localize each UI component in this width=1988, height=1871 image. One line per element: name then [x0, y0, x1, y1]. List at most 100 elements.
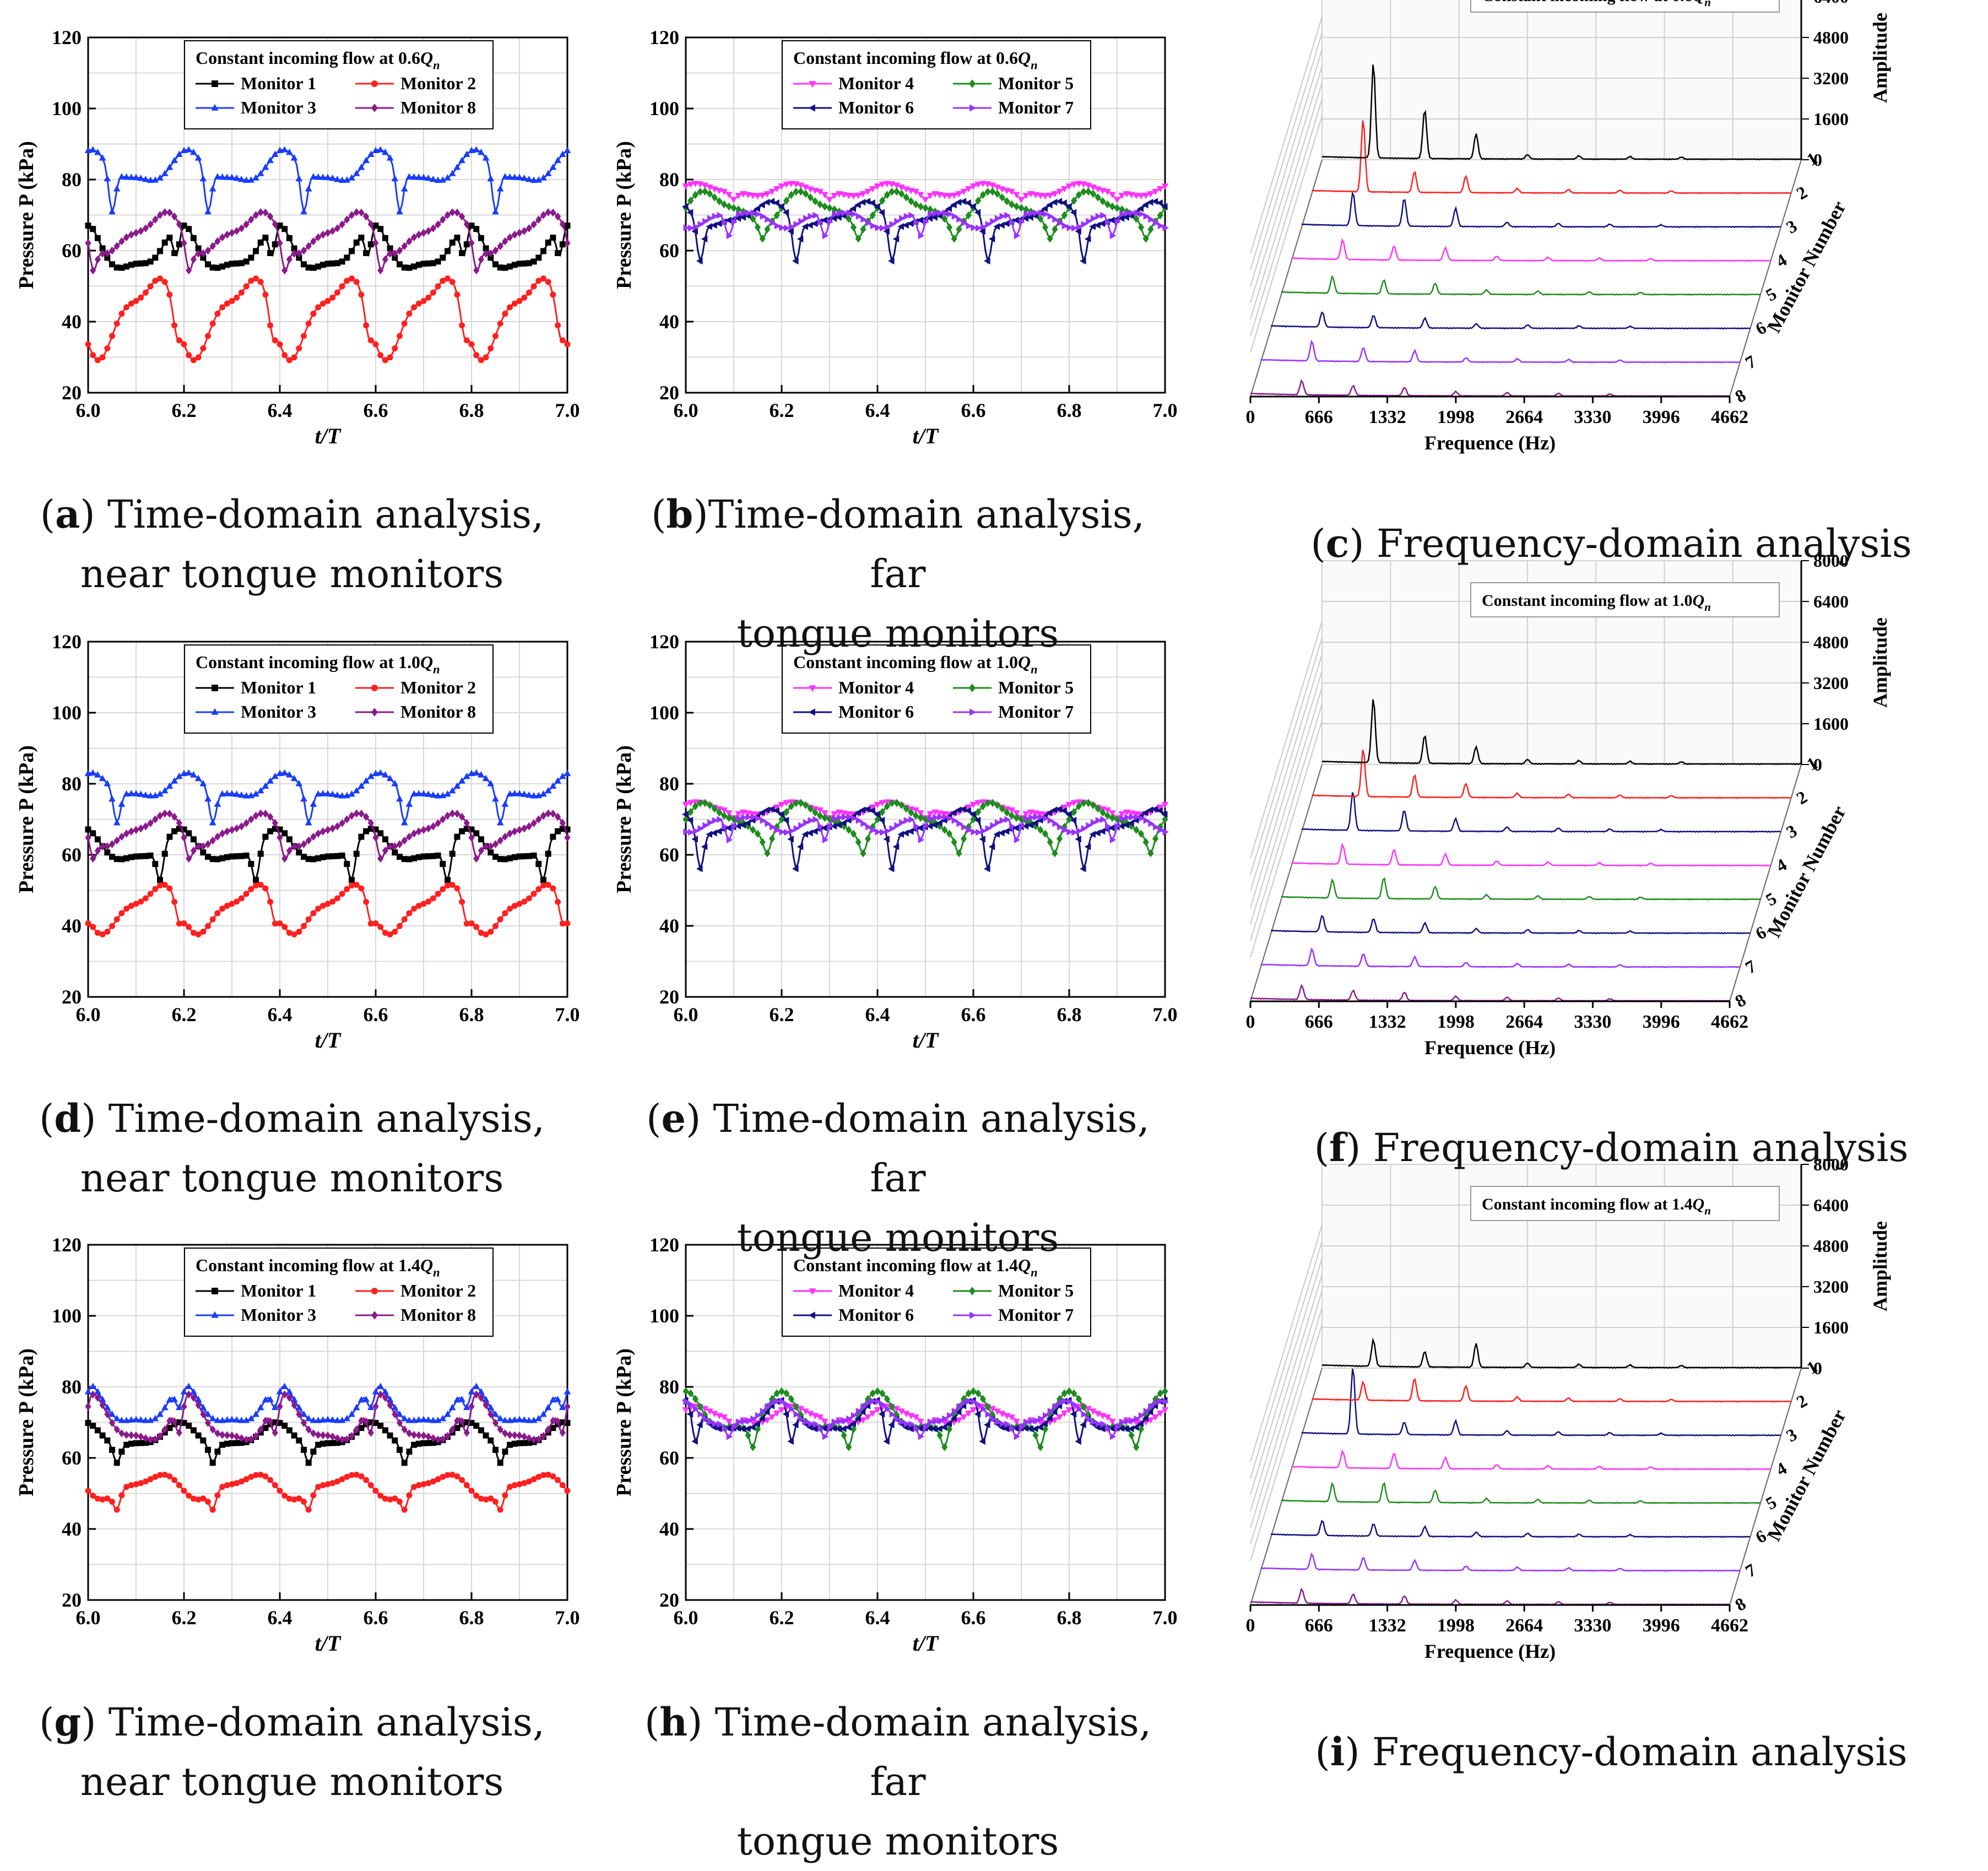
spectrum-line — [1301, 792, 1781, 833]
legend-marker — [211, 708, 219, 715]
x-tick-label: 1998 — [1437, 1012, 1475, 1032]
legend-marker — [212, 1288, 218, 1294]
y-tick-label: 80 — [659, 1376, 679, 1398]
y-tick-label: 80 — [62, 773, 82, 795]
legend-marker — [808, 1311, 815, 1319]
side-grid-line — [1250, 99, 1323, 337]
series-markers — [84, 146, 571, 215]
legend-box — [782, 40, 1091, 129]
legend-label: Monitor 7 — [998, 702, 1074, 722]
side-grid-line — [1250, 1307, 1323, 1545]
legend-box — [184, 1248, 494, 1337]
z-tick-label: 1600 — [1813, 1317, 1849, 1337]
spectrum-line — [1321, 1337, 1802, 1369]
z-tick-label: 0 — [1813, 1358, 1822, 1378]
spectrum-line — [1291, 843, 1771, 867]
legend-marker — [212, 685, 218, 691]
legend-marker — [969, 1311, 977, 1319]
depth-axis-label: Monitor Number — [1763, 1406, 1850, 1544]
legend-label: Monitor 7 — [998, 1305, 1074, 1325]
x-tick-label: 0 — [1246, 407, 1255, 427]
legend-marker — [809, 1288, 816, 1295]
monitor-number-label: 8 — [1732, 990, 1749, 1011]
chart-title: Constant incoming flow at 1.0Qn — [1482, 592, 1711, 614]
series-markers — [85, 809, 571, 863]
x-tick-label: 1998 — [1437, 1615, 1475, 1636]
z-tick-label: 8000 — [1813, 551, 1849, 571]
legend-label: Monitor 2 — [400, 1281, 476, 1300]
y-tick-label: 20 — [62, 986, 82, 1008]
spectrum-line — [1321, 64, 1802, 161]
side-grid-line — [1250, 1241, 1323, 1479]
x-tick-label: 3996 — [1643, 407, 1680, 427]
x-tick-label: 6.2 — [172, 399, 197, 421]
x-tick-label: 0 — [1246, 1615, 1255, 1636]
x-tick-label: 6.4 — [268, 1607, 292, 1629]
y-tick-label: 100 — [649, 1305, 679, 1327]
line-chart-g: 6.0 6.2 6.4 6.6 6.8 7.0 20 40 60 80 100 120 t/T Press… — [15, 1234, 580, 1656]
spectrum-line — [1312, 120, 1791, 194]
depth-axis — [1729, 764, 1802, 1002]
side-grid-line — [1250, 1290, 1323, 1528]
legend-marker — [371, 1311, 378, 1320]
y-tick-label: 60 — [62, 1447, 82, 1469]
x-tick-label: 6.8 — [459, 1607, 484, 1629]
legend-marker — [809, 685, 816, 692]
legend-marker — [969, 79, 976, 88]
x-axis-label: t/T — [315, 1028, 342, 1053]
x-tick-label: 6.8 — [459, 1004, 484, 1026]
x-tick-label: 6.4 — [865, 399, 890, 421]
spectrum-line — [1321, 699, 1802, 766]
series-markers — [85, 1390, 571, 1444]
depth-axis — [1729, 159, 1802, 397]
legend-title: Constant incoming flow at 1.4Qn — [793, 1255, 1038, 1279]
legend-label: Monitor 3 — [241, 1305, 316, 1325]
x-axis-label: t/T — [315, 1631, 342, 1656]
x-tick-label: 6.0 — [76, 399, 101, 421]
x-axis-label: t/T — [913, 1631, 939, 1656]
z-axis-label: Amplitude — [1869, 617, 1891, 708]
spectrum-line — [1281, 275, 1761, 296]
spectrum-line — [1312, 750, 1791, 799]
x-tick-label: 666 — [1305, 407, 1333, 427]
legend-box — [184, 40, 494, 129]
side-grid-line — [1250, 1274, 1323, 1512]
caption-g: (g) Time-domain analysis, near tongue mon… — [39, 1699, 545, 1804]
y-tick-label: 120 — [649, 1234, 679, 1256]
y-tick-label: 40 — [659, 915, 679, 937]
series-markers — [84, 769, 571, 826]
depth-axis — [1250, 1368, 1323, 1606]
plot-frame — [87, 641, 568, 998]
x-tick-label: 3330 — [1574, 1012, 1611, 1032]
y-tick-label: 120 — [649, 26, 679, 48]
legend-marker — [371, 104, 378, 112]
x-tick-label: 6.8 — [1057, 1004, 1082, 1026]
y-tick-label: 40 — [62, 915, 82, 937]
monitor-number-label: 3 — [1783, 821, 1800, 842]
spectrum-line — [1250, 984, 1730, 1002]
legend-marker — [371, 708, 378, 717]
legend-label: Monitor 8 — [400, 97, 476, 117]
x-tick-label: 6.4 — [268, 1004, 292, 1026]
side-grid-line — [1250, 16, 1323, 254]
monitor-number-label: 2 — [1793, 1390, 1811, 1412]
y-tick-label: 60 — [62, 844, 82, 866]
y-tick-label: 120 — [649, 631, 679, 653]
line-chart-b: 6.0 6.2 6.4 6.6 6.8 7.0 20 40 60 80 100 120 t/T Press… — [613, 26, 1178, 448]
x-tick-label: 3330 — [1574, 407, 1611, 427]
caption-h: (h) Time-domain analysis, far tongue moni… — [644, 1699, 1152, 1864]
series-markers — [85, 826, 571, 883]
side-grid-line — [1250, 703, 1323, 941]
depth-axis-label: Monitor Number — [1763, 802, 1850, 941]
x-axis-label: t/T — [913, 1028, 939, 1053]
x-tick-label: 1332 — [1369, 1012, 1406, 1032]
monitor-number-label: 8 — [1732, 1593, 1749, 1615]
x-tick-label: 6.0 — [76, 1607, 101, 1629]
legend-box — [782, 1248, 1091, 1337]
z-tick-label: 1600 — [1813, 109, 1849, 129]
x-tick-label: 6.6 — [961, 1607, 986, 1629]
plot-frame — [685, 1244, 1166, 1601]
waterfall-chart-i: 0 1600 3200 4800 6400 8000 Constant incoming f… — [1246, 1154, 1892, 1662]
legend-marker — [371, 685, 378, 691]
